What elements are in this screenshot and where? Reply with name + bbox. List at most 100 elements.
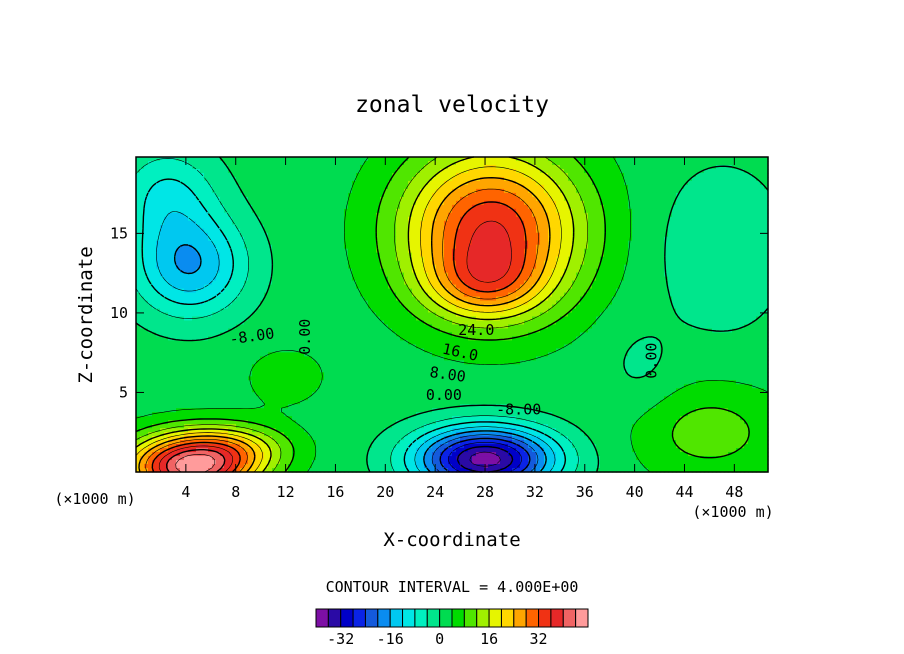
field-cell xyxy=(436,192,441,198)
field-cell xyxy=(248,260,253,266)
field-cell xyxy=(540,172,545,178)
field-cell xyxy=(196,216,201,222)
field-cell xyxy=(212,160,217,166)
field-cell xyxy=(328,192,333,198)
field-cell xyxy=(324,212,329,218)
field-cell xyxy=(636,216,641,222)
field-cell xyxy=(468,184,473,190)
field-cell xyxy=(472,224,477,230)
field-cell xyxy=(568,240,573,246)
field-cell xyxy=(192,188,197,194)
field-cell xyxy=(496,212,501,218)
field-cell xyxy=(148,232,153,238)
field-cell xyxy=(284,276,289,282)
field-cell xyxy=(528,200,533,206)
field-cell xyxy=(640,248,645,254)
field-cell xyxy=(172,276,177,282)
field-cell xyxy=(272,268,277,274)
field-cell xyxy=(396,248,401,254)
field-cell xyxy=(340,244,345,250)
field-cell xyxy=(580,236,585,242)
field-cell xyxy=(296,172,301,178)
field-cell xyxy=(324,168,329,174)
field-cell xyxy=(428,216,433,222)
field-cell xyxy=(668,260,673,266)
field-cell xyxy=(652,252,657,258)
field-cell xyxy=(180,224,185,230)
field-cell xyxy=(304,176,309,182)
field-cell xyxy=(572,212,577,218)
field-cell xyxy=(500,157,505,162)
field-cell xyxy=(676,256,681,262)
field-cell xyxy=(268,176,273,182)
field-cell xyxy=(628,184,633,190)
field-cell xyxy=(692,220,697,226)
field-cell xyxy=(420,180,425,186)
field-cell xyxy=(736,256,741,262)
field-cell xyxy=(744,260,749,266)
field-cell xyxy=(140,160,145,166)
field-cell xyxy=(516,200,521,206)
field-cell xyxy=(460,188,465,194)
field-cell xyxy=(280,157,285,162)
field-cell xyxy=(680,264,685,270)
field-cell xyxy=(356,252,361,258)
field-cell xyxy=(264,184,269,190)
field-cell xyxy=(136,276,141,282)
field-cell xyxy=(576,200,581,206)
field-cell xyxy=(564,256,569,262)
field-cell xyxy=(260,236,265,242)
field-cell xyxy=(500,252,505,258)
field-cell xyxy=(196,188,201,194)
field-cell xyxy=(456,280,461,286)
field-cell xyxy=(684,208,689,214)
field-cell xyxy=(556,244,561,250)
field-cell xyxy=(436,248,441,254)
field-cell xyxy=(540,216,545,222)
field-cell xyxy=(276,216,281,222)
field-cell xyxy=(252,256,257,262)
field-cell xyxy=(220,204,225,210)
field-cell xyxy=(384,196,389,202)
field-cell xyxy=(416,256,421,262)
field-cell xyxy=(724,252,729,258)
field-cell xyxy=(532,176,537,182)
field-cell xyxy=(448,192,453,198)
field-cell xyxy=(592,272,597,278)
field-cell xyxy=(392,272,397,278)
field-cell xyxy=(524,276,529,282)
field-cell xyxy=(672,168,677,174)
field-cell xyxy=(612,260,617,266)
field-cell xyxy=(712,200,717,206)
field-cell xyxy=(252,276,257,282)
field-cell xyxy=(336,188,341,194)
field-cell xyxy=(488,276,493,282)
field-cell xyxy=(496,280,501,286)
field-cell xyxy=(676,228,681,234)
field-cell xyxy=(176,204,181,210)
field-cell xyxy=(168,184,173,190)
field-cell xyxy=(328,236,333,242)
field-cell xyxy=(748,192,753,198)
field-cell xyxy=(644,188,649,194)
field-cell xyxy=(496,157,501,162)
field-cell xyxy=(504,192,509,198)
field-cell xyxy=(260,188,265,194)
field-cell xyxy=(168,236,173,242)
field-cell xyxy=(136,200,141,206)
field-cell xyxy=(620,168,625,174)
field-cell xyxy=(232,168,237,174)
field-cell xyxy=(516,228,521,234)
field-cell xyxy=(136,160,141,166)
field-cell xyxy=(700,188,705,194)
field-cell xyxy=(368,192,373,198)
field-cell xyxy=(388,280,393,286)
field-cell xyxy=(328,276,333,282)
field-cell xyxy=(588,260,593,266)
field-cell xyxy=(472,252,477,258)
field-cell xyxy=(288,248,293,254)
field-cell xyxy=(404,260,409,266)
field-cell xyxy=(760,160,765,166)
field-cell xyxy=(344,157,349,162)
field-cell xyxy=(464,208,469,214)
